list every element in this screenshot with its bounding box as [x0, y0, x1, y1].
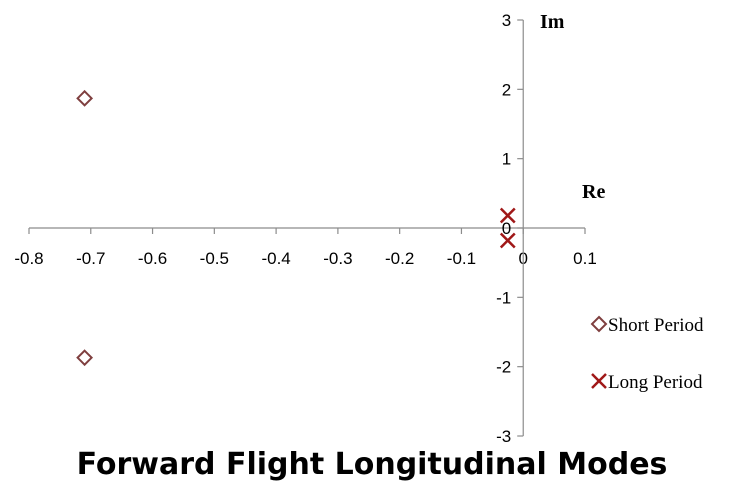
y-tick-label: 2	[502, 80, 511, 99]
x-tick-label: 0.1	[573, 249, 597, 268]
y-tick-label: -1	[496, 288, 511, 307]
short-period-pole	[76, 89, 94, 107]
y-tick-label: -2	[496, 358, 511, 377]
legend-long-period-marker	[591, 373, 607, 389]
long-period-pole	[499, 232, 516, 249]
y-tick-label: 3	[502, 11, 511, 30]
y-tick-label: -3	[496, 427, 511, 446]
x-tick-label: -0.3	[323, 249, 352, 268]
y-tick-label: 0	[502, 219, 511, 238]
x-tick-label: -0.5	[200, 249, 229, 268]
y-tick-label: 1	[502, 150, 511, 169]
chart-title: Forward Flight Longitudinal Modes	[77, 447, 668, 482]
y-axis-ticks: 3 2 1 0 -1 -2 -3	[496, 11, 524, 446]
y-axis: 3 2 1 0 -1 -2 -3	[496, 11, 524, 446]
x-tick-label: -0.7	[76, 249, 105, 268]
short-period-pole	[76, 349, 94, 367]
legend-label: Long Period	[608, 372, 703, 393]
long-period-pole	[499, 207, 516, 224]
legend-label: Short Period	[608, 315, 704, 336]
x-tick-label: -0.2	[385, 249, 414, 268]
legend-short-period-marker	[590, 315, 608, 333]
x-axis-label: Re	[582, 181, 605, 203]
data-points	[76, 89, 516, 367]
legend: Short Period Long Period	[590, 315, 704, 393]
x-tick-label: -0.8	[14, 249, 43, 268]
x-tick-label: -0.4	[261, 249, 290, 268]
x-tick-label: -0.6	[138, 249, 167, 268]
x-tick-label: -0.1	[447, 249, 476, 268]
y-axis-label: Im	[540, 11, 565, 33]
